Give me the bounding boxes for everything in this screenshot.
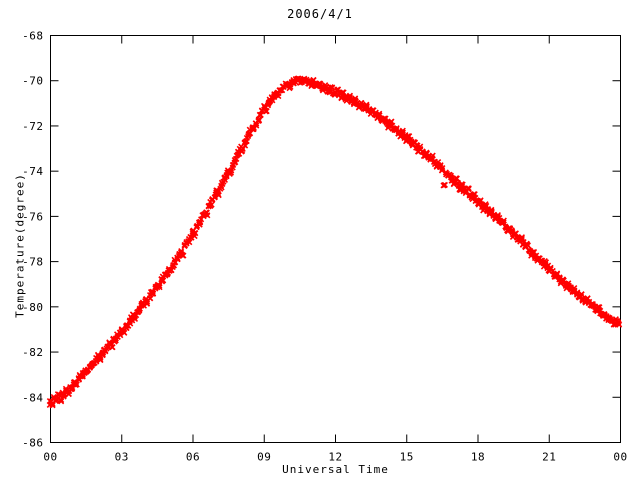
x-tick-label: 15 bbox=[400, 451, 414, 464]
x-axis-ticks: 00 03 06 09 12 15 18 21 00 bbox=[43, 35, 627, 464]
y-tick-label: -74 bbox=[22, 165, 43, 178]
chart-title: 2006/4/1 bbox=[287, 7, 353, 21]
y-tick-label: -82 bbox=[22, 346, 43, 359]
y-tick-label: -70 bbox=[22, 75, 43, 88]
y-axis-ticks: -68 -70 -72 -74 -76 -78 -80 -82 -84 -86 bbox=[22, 30, 621, 450]
y-tick-label: -68 bbox=[22, 30, 43, 43]
y-tick-label: -86 bbox=[22, 437, 43, 450]
x-axis-label: Universal Time bbox=[282, 463, 389, 476]
x-tick-label: 03 bbox=[115, 451, 129, 464]
y-axis-label: Temperature(degree) bbox=[13, 173, 27, 318]
x-tick-label: 06 bbox=[186, 451, 200, 464]
x-tick-label: 12 bbox=[328, 451, 342, 464]
data-series-layer bbox=[46, 75, 623, 409]
x-tick-label: 00 bbox=[613, 451, 627, 464]
data-series-temperature bbox=[46, 75, 623, 409]
y-tick-label: -72 bbox=[22, 120, 43, 133]
y-tick-label: -80 bbox=[22, 301, 43, 314]
y-tick-label: -76 bbox=[22, 210, 43, 223]
x-tick-label: 00 bbox=[43, 451, 57, 464]
y-tick-label: -78 bbox=[22, 256, 43, 269]
x-tick-label: 21 bbox=[542, 451, 556, 464]
x-tick-label: 18 bbox=[471, 451, 485, 464]
y-tick-label: -84 bbox=[22, 391, 43, 404]
x-tick-label: 09 bbox=[257, 451, 271, 464]
